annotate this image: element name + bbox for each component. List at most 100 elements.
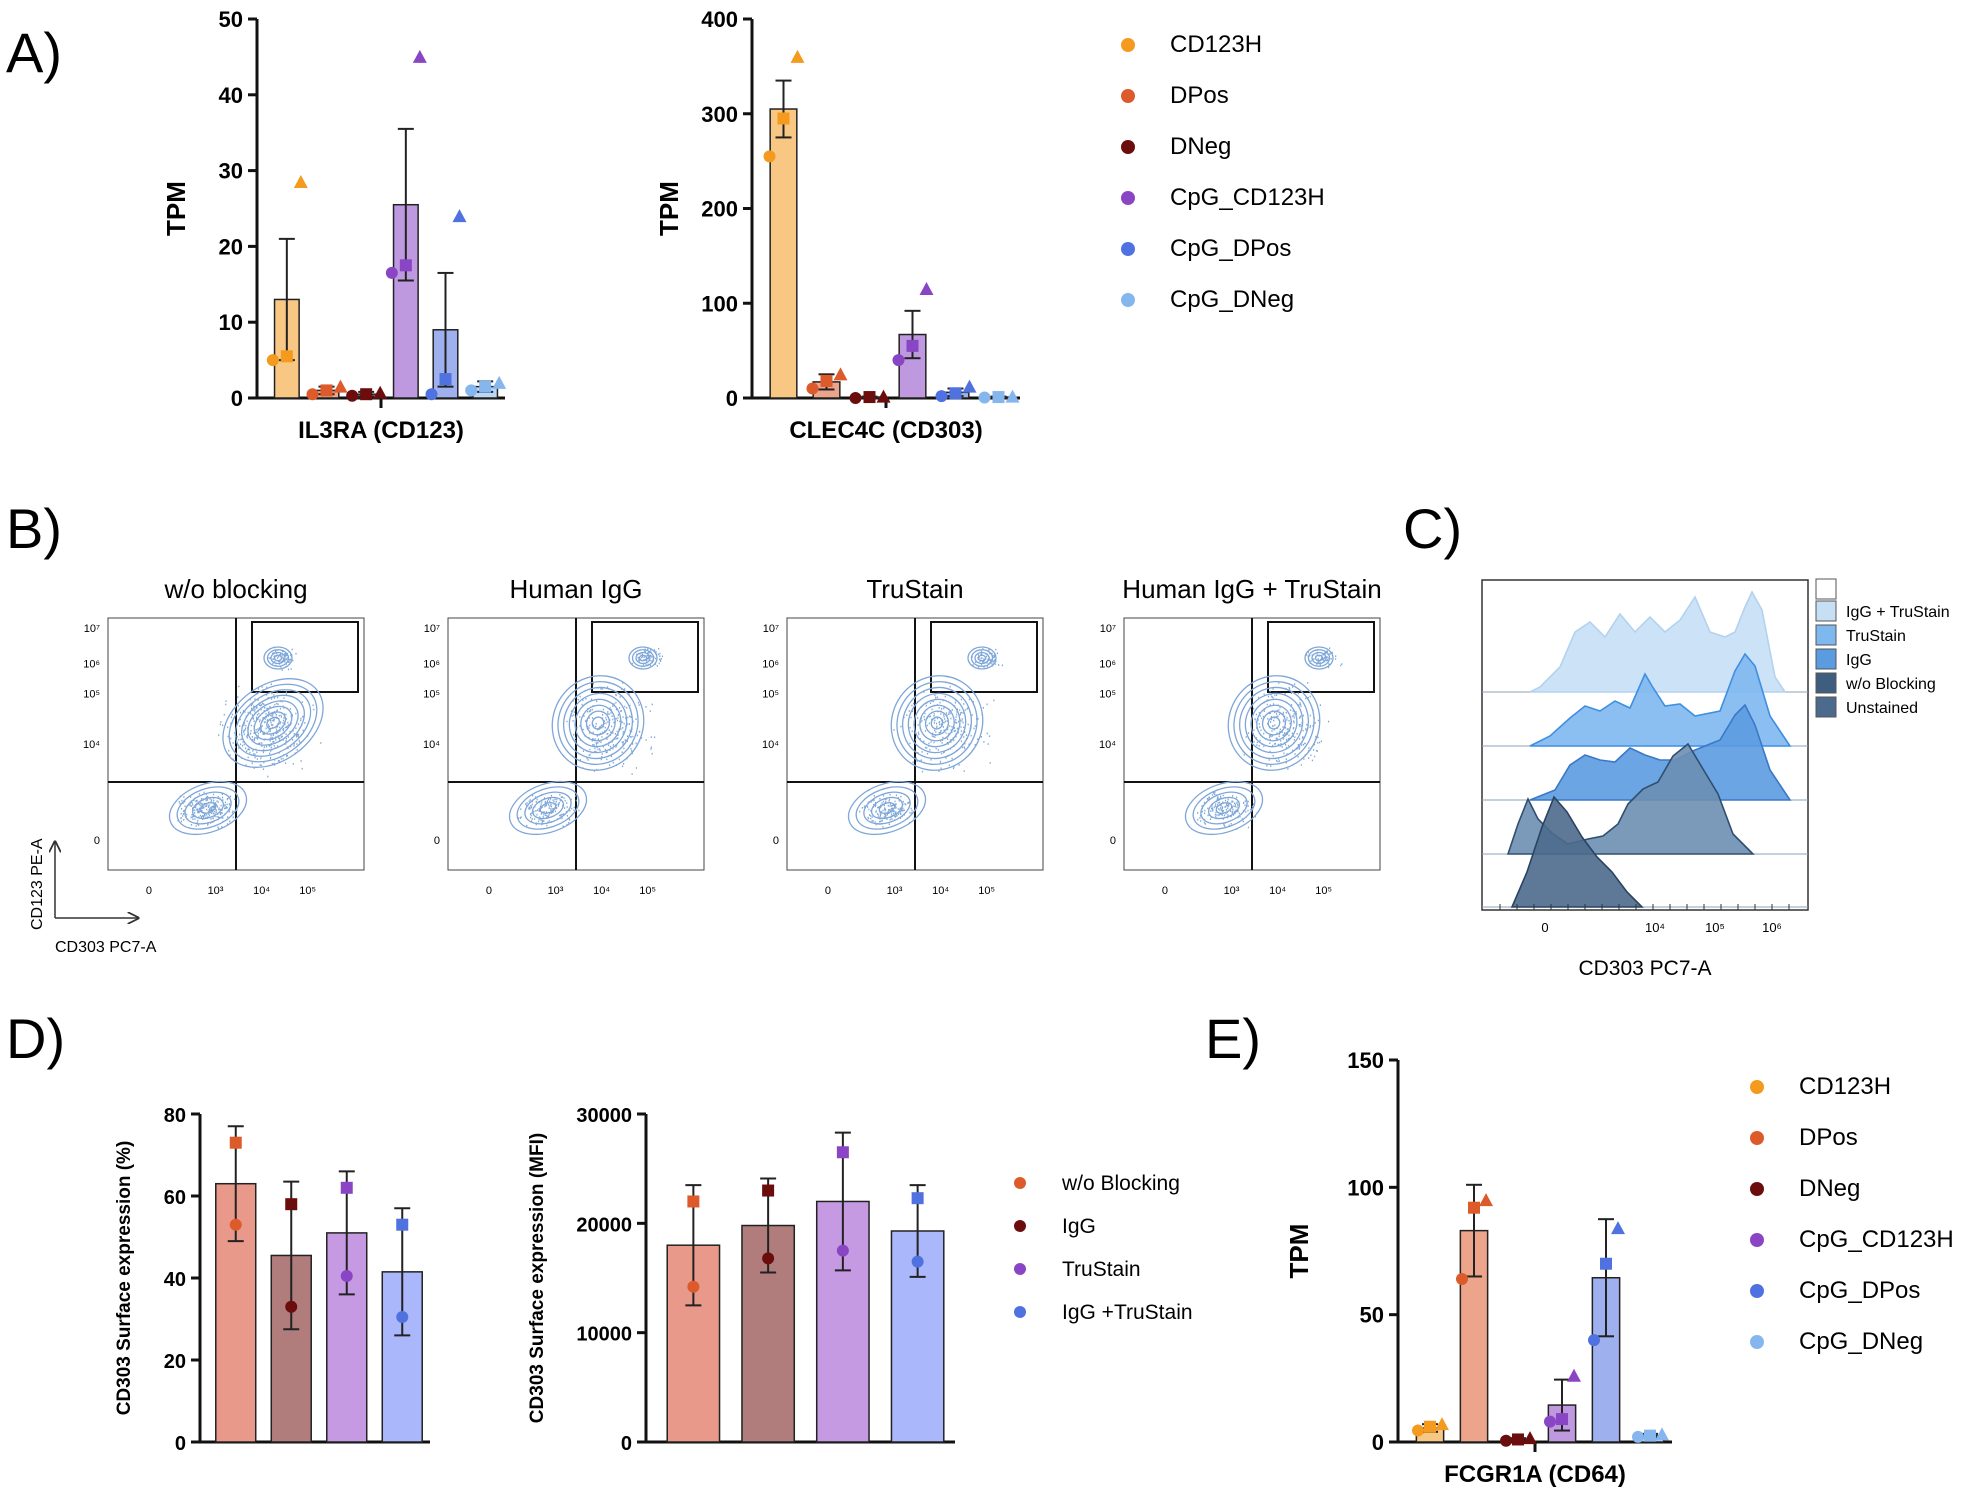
y-tick-label: 400 bbox=[701, 7, 738, 32]
data-point bbox=[1588, 1334, 1600, 1347]
data-point bbox=[1456, 1273, 1468, 1286]
legend-dot bbox=[1121, 38, 1135, 52]
contour-line bbox=[263, 646, 293, 670]
contour-line bbox=[585, 710, 611, 736]
contour-line bbox=[1304, 646, 1334, 670]
y-tick-label: 80 bbox=[164, 1105, 186, 1127]
legend-label: Unstained bbox=[1846, 700, 1918, 717]
data-point bbox=[687, 1280, 700, 1293]
data-point bbox=[266, 354, 279, 367]
legend-swatch bbox=[1815, 624, 1837, 646]
gate-box bbox=[1267, 621, 1375, 693]
contour-line bbox=[977, 654, 987, 662]
data-point bbox=[360, 388, 373, 401]
data-point bbox=[340, 1181, 353, 1194]
legend-label: CD123H bbox=[1799, 1073, 1891, 1100]
contour-line bbox=[1207, 796, 1241, 820]
data-point bbox=[399, 259, 412, 272]
data-point bbox=[1479, 1193, 1493, 1207]
data-point bbox=[320, 384, 333, 397]
panel-label-d: D) bbox=[6, 1007, 65, 1070]
x-tick-label: 10⁵ bbox=[299, 885, 316, 897]
legend-dot bbox=[1750, 1233, 1764, 1247]
contour-line bbox=[557, 680, 639, 766]
y-axis-label: CD303 Surface expression (%) bbox=[114, 1141, 135, 1416]
y-axis-label: CD123 PE-A bbox=[29, 838, 46, 930]
y-tick-label: 50 bbox=[1360, 1303, 1384, 1328]
data-point bbox=[1424, 1420, 1436, 1433]
legend-dot bbox=[1750, 1335, 1764, 1349]
legend-label: CpG_DNeg bbox=[1170, 286, 1294, 313]
legend-dot bbox=[1014, 1263, 1026, 1275]
panel-label-a: A) bbox=[6, 21, 62, 84]
legend-dot bbox=[1750, 1080, 1764, 1094]
contour-line bbox=[524, 791, 572, 825]
x-tick-label: 0 bbox=[486, 885, 492, 897]
histogram-igg bbox=[1529, 703, 1792, 801]
contour-line bbox=[228, 683, 318, 763]
histogram-trustain bbox=[1529, 652, 1792, 747]
contour-line bbox=[1267, 716, 1281, 730]
x-tick-label: 10⁴ bbox=[1645, 920, 1665, 935]
x-tick-label: 10⁴ bbox=[253, 885, 270, 897]
x-axis-label: IL3RA (CD123) bbox=[298, 417, 464, 444]
x-tick-label: 10⁴ bbox=[593, 885, 610, 897]
panel-label-c: C) bbox=[1403, 497, 1462, 560]
contour-line bbox=[574, 698, 622, 748]
data-point bbox=[1556, 1413, 1568, 1426]
legend-groups-a: CD123H DPos DNeg CpG_CD123H CpG_DPos CpG_DNeg bbox=[1121, 31, 1325, 313]
contour-line bbox=[974, 651, 990, 665]
contour-line bbox=[628, 646, 658, 670]
y-tick-label: 100 bbox=[1347, 1175, 1384, 1200]
legend-label: CpG_DPos bbox=[1170, 235, 1291, 262]
data-point bbox=[911, 1192, 924, 1205]
data-point bbox=[346, 389, 359, 402]
data-point bbox=[1611, 1221, 1625, 1235]
panel-label-e: E) bbox=[1205, 1007, 1261, 1070]
legend-label: w/o Blocking bbox=[1061, 1172, 1180, 1195]
histogram-c: 0 10⁴ 10⁵ 10⁶ CD303 PC7-A IgG + TruStain TruSt… bbox=[1481, 578, 1950, 980]
data-point bbox=[836, 1146, 849, 1159]
data-point bbox=[425, 388, 438, 401]
y-tick-label: 10⁷ bbox=[1100, 623, 1116, 635]
legend-blocking-d: w/o Blocking IgG TruStain IgG +TruStain bbox=[1014, 1172, 1193, 1324]
data-point bbox=[1005, 389, 1020, 403]
data-point bbox=[790, 49, 805, 63]
data-point bbox=[1412, 1424, 1424, 1437]
data-point bbox=[906, 339, 919, 352]
histogram-w-o-blocking bbox=[1506, 742, 1755, 855]
legend-label: TruStain bbox=[1846, 628, 1906, 645]
contour-line bbox=[259, 711, 287, 735]
data-point bbox=[777, 112, 790, 125]
data-point bbox=[1632, 1430, 1644, 1443]
legend-dot bbox=[1014, 1177, 1026, 1189]
contour-line bbox=[870, 796, 904, 820]
legend-label: w/o Blocking bbox=[1845, 676, 1936, 693]
legend-label: IgG + TruStain bbox=[1846, 604, 1950, 621]
legend-label: DPos bbox=[1799, 1124, 1858, 1151]
legend-label: CpG_DPos bbox=[1799, 1277, 1920, 1304]
contour-line bbox=[508, 780, 588, 836]
contour-line bbox=[1227, 675, 1321, 771]
contour-line bbox=[1307, 649, 1331, 667]
contour-line bbox=[184, 791, 232, 825]
data-point bbox=[762, 1252, 775, 1265]
x-axis-label: CD303 PC7-A bbox=[55, 939, 157, 956]
chart-cd303-percent: 0 20 40 60 80 CD303 Surface expression (%) bbox=[114, 1105, 430, 1455]
y-tick-label: 0 bbox=[94, 835, 100, 847]
y-tick-label: 0 bbox=[773, 835, 779, 847]
contour-line bbox=[1192, 786, 1256, 830]
contour-line bbox=[539, 802, 557, 814]
data-point bbox=[892, 354, 905, 367]
contour-line bbox=[168, 780, 248, 836]
data-point bbox=[836, 1244, 849, 1257]
legend-swatch bbox=[1815, 672, 1837, 694]
flow-plot-title: Human IgG + TruStain bbox=[1122, 574, 1381, 604]
contour-line bbox=[890, 675, 984, 771]
chart-cd303-mfi: 0 10000 20000 30000 CD303 Surface expression… bbox=[527, 1105, 955, 1455]
chart-il3ra: 0 10 20 30 40 50 TPM IL3RA (CD123) bbox=[161, 7, 507, 444]
contour-line bbox=[199, 802, 217, 814]
contour-line bbox=[273, 654, 283, 662]
data-point bbox=[340, 1269, 353, 1282]
y-tick-label: 10⁷ bbox=[763, 623, 779, 635]
